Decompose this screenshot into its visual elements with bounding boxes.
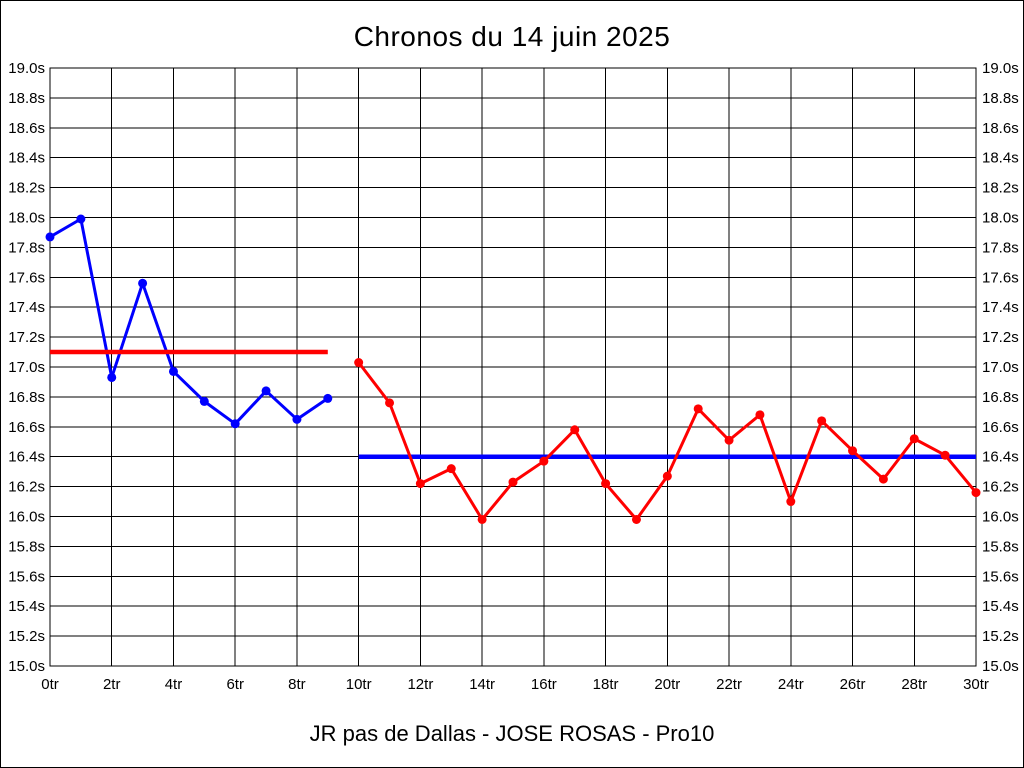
y-tick-label-right: 17.2s (982, 329, 1019, 346)
data-point-chronos-rouges (755, 410, 765, 420)
y-tick-label-right: 18.0s (982, 210, 1019, 227)
series-line-chronos-bleus (49, 217, 329, 426)
data-point-chronos-rouges (971, 488, 981, 498)
y-tick-label-right: 16.6s (982, 419, 1019, 436)
chart-caption: JR pas de Dallas - JOSE ROSAS - Pro10 (309, 721, 715, 746)
data-point-chronos-rouges (385, 398, 395, 408)
y-tick-label-left: 18.2s (8, 180, 45, 197)
data-point-chronos-rouges (508, 477, 518, 487)
data-point-chronos-rouges (693, 404, 703, 414)
y-tick-label-right: 17.8s (982, 239, 1019, 256)
y-tick-label-left: 16.6s (8, 419, 45, 436)
y-tick-label-left: 17.4s (8, 299, 45, 316)
y-tick-label-right: 17.0s (982, 359, 1019, 376)
y-tick-label-left: 17.0s (8, 359, 45, 376)
data-point-chronos-rouges (415, 479, 425, 489)
x-tick-label: 10tr (346, 676, 372, 693)
x-tick-label: 26tr (840, 676, 866, 693)
x-tick-label: 8tr (288, 676, 306, 693)
data-point-chronos-rouges (601, 479, 611, 489)
data-point-chronos-bleus (323, 393, 333, 403)
y-tick-label-left: 15.8s (8, 538, 45, 555)
y-tick-label-left: 15.2s (8, 628, 45, 645)
data-point-chronos-bleus (76, 214, 86, 224)
y-tick-label-left: 18.4s (8, 150, 45, 167)
y-tick-label-right: 15.6s (982, 568, 1019, 585)
y-tick-label-left: 18.8s (8, 90, 45, 107)
data-point-chronos-bleus (138, 278, 148, 288)
data-point-chronos-rouges (631, 514, 641, 524)
data-point-chronos-bleus (107, 372, 117, 382)
data-point-chronos-rouges (477, 514, 487, 524)
y-tick-label-right: 19.0s (982, 60, 1019, 77)
y-tick-label-left: 19.0s (8, 60, 45, 77)
data-point-chronos-rouges (662, 471, 672, 481)
data-point-chronos-bleus (230, 419, 240, 429)
y-tick-label-left: 16.8s (8, 389, 45, 406)
data-point-chronos-bleus (261, 386, 271, 396)
data-point-chronos-rouges (570, 425, 580, 435)
data-point-chronos-rouges (354, 358, 364, 368)
data-point-chronos-rouges (817, 416, 827, 426)
y-tick-label-left: 17.8s (8, 239, 45, 256)
y-tick-label-right: 17.6s (982, 269, 1019, 286)
x-tick-label: 2tr (103, 676, 121, 693)
data-point-chronos-rouges (909, 434, 919, 444)
x-tick-label: 18tr (593, 676, 619, 693)
y-tick-label-right: 18.6s (982, 120, 1019, 137)
y-tick-label-right: 18.2s (982, 180, 1019, 197)
plot-frame (49, 67, 977, 667)
x-tick-label: 28tr (901, 676, 927, 693)
data-point-chronos-rouges (848, 446, 858, 456)
y-tick-label-right: 15.8s (982, 538, 1019, 555)
x-tick-label: 16tr (531, 676, 557, 693)
y-tick-label-left: 17.2s (8, 329, 45, 346)
x-tick-label: 14tr (469, 676, 495, 693)
y-tick-label-right: 17.4s (982, 299, 1019, 316)
y-tick-label-right: 16.4s (982, 449, 1019, 466)
chart-title: Chronos du 14 juin 2025 (353, 21, 671, 52)
y-tick-label-left: 17.6s (8, 269, 45, 286)
data-point-chronos-rouges (539, 456, 549, 466)
data-point-chronos-bleus (199, 396, 209, 406)
y-tick-label-right: 18.4s (982, 150, 1019, 167)
y-tick-label-left: 18.0s (8, 210, 45, 227)
y-tick-label-left: 16.2s (8, 479, 45, 496)
data-point-chronos-bleus (292, 414, 302, 424)
x-tick-label: 6tr (226, 676, 244, 693)
y-tick-label-right: 15.2s (982, 628, 1019, 645)
y-tick-label-right: 15.4s (982, 598, 1019, 615)
data-point-chronos-rouges (724, 435, 734, 445)
data-point-chronos-bleus (45, 232, 55, 242)
y-tick-label-left: 15.6s (8, 568, 45, 585)
y-tick-label-right: 16.0s (982, 509, 1019, 526)
y-tick-label-right: 16.8s (982, 389, 1019, 406)
x-tick-label: 24tr (778, 676, 804, 693)
data-point-chronos-rouges (940, 450, 950, 460)
x-tick-label: 30tr (963, 676, 989, 693)
x-tick-label: 12tr (407, 676, 433, 693)
y-tick-label-left: 15.0s (8, 658, 45, 675)
y-tick-label-right: 18.8s (982, 90, 1019, 107)
x-tick-label: 22tr (716, 676, 742, 693)
y-tick-label-left: 16.4s (8, 449, 45, 466)
y-tick-label-left: 18.6s (8, 120, 45, 137)
data-point-chronos-bleus (168, 366, 178, 376)
data-point-chronos-rouges (786, 497, 796, 507)
data-point-chronos-rouges (878, 474, 888, 484)
x-tick-label: 20tr (654, 676, 680, 693)
x-tick-label: 0tr (41, 676, 59, 693)
y-tick-label-left: 15.4s (8, 598, 45, 615)
y-tick-label-left: 16.0s (8, 509, 45, 526)
x-tick-label: 4tr (165, 676, 183, 693)
y-tick-label-right: 15.0s (982, 658, 1019, 675)
data-point-chronos-rouges (446, 464, 456, 474)
y-tick-label-right: 16.2s (982, 479, 1019, 496)
